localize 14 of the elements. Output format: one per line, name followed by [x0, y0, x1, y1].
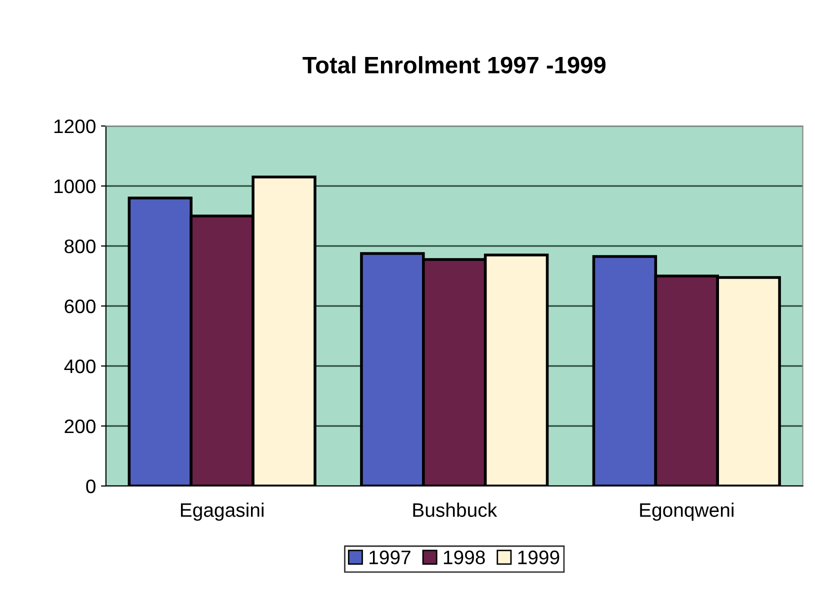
- legend-label: 1999: [518, 550, 560, 564]
- x-tick-label: Egonqweni: [640, 502, 734, 521]
- x-tick-label: Bushbuck: [413, 502, 498, 517]
- y-tick-label: 0: [86, 479, 96, 494]
- chart-title: Total Enrolment 1997 -1999: [302, 56, 606, 74]
- y-tick-label: 400: [64, 359, 96, 374]
- y-tick-label: 1000: [54, 179, 96, 194]
- legend-label: 1998: [444, 550, 485, 564]
- legend-label: 1997: [370, 550, 410, 564]
- y-tick-label: 800: [64, 239, 96, 254]
- y-tick-label: 600: [64, 299, 96, 314]
- x-tick-label: Egagasini: [180, 502, 264, 521]
- y-tick-label: 200: [64, 419, 96, 434]
- y-tick-label: 1200: [54, 119, 96, 134]
